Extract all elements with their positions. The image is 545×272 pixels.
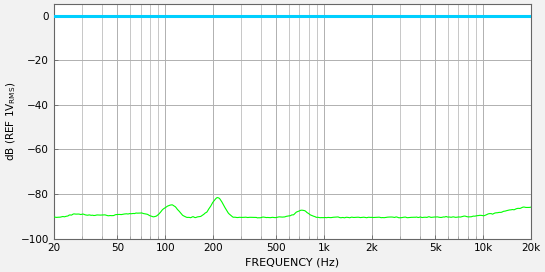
X-axis label: FREQUENCY (Hz): FREQUENCY (Hz) [245,258,340,268]
Y-axis label: dB (REF 1V$_\mathrm{RMS}$): dB (REF 1V$_\mathrm{RMS}$) [4,82,18,161]
